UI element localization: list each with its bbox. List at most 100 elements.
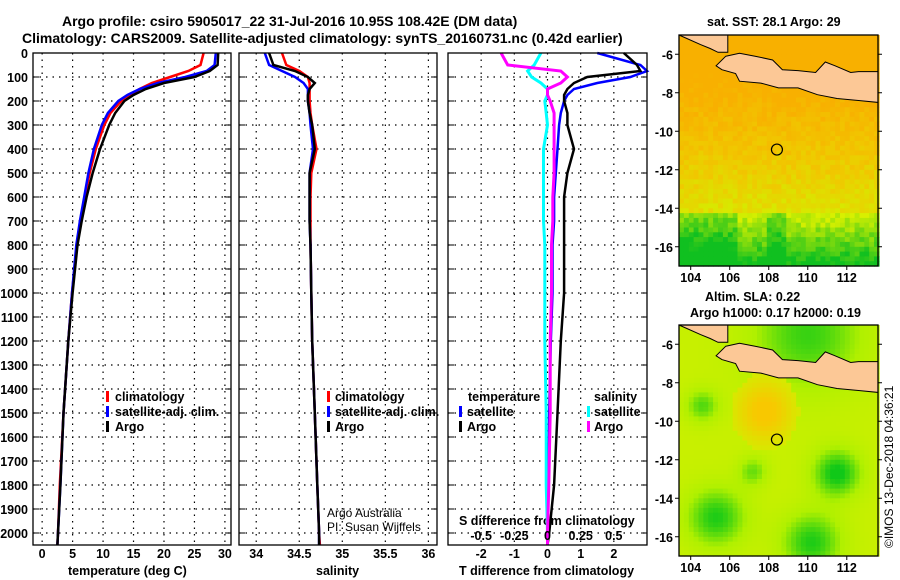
sst-map-cell [693,184,700,190]
sla-map-cell [805,488,812,494]
sla-map-cell [742,522,748,528]
sst-map-cell [874,116,880,123]
sst-map-cell [854,169,861,176]
sst-map-cell [869,227,875,233]
legend-swatch [587,406,590,417]
sla-map-cell [800,541,807,547]
sst-map-cell [800,208,807,214]
sla-map-title: Altim. SLA: 0.22 [705,290,800,304]
sla-map-cell [737,512,743,519]
sst-map-cell [786,179,792,185]
salinity-panel: 34 34.5 35 35.5 36 [238,52,438,561]
sla-map-cell [698,551,704,557]
sla-map-cell [766,512,773,519]
sst-map-cell [703,241,709,248]
sst-map-cell [805,97,812,103]
sla-map-cell [771,334,778,340]
sla-map-cell [820,421,826,427]
sst-map-cell [679,83,685,89]
sst-map-cell [693,222,700,229]
sst-map-cell [722,145,729,152]
sla-map-cell [747,334,753,340]
sla-map-cell [688,426,695,432]
sst-map-cell [732,160,739,166]
sst-map-cell [805,39,812,46]
sla-map-cell [766,527,773,533]
sla-map-cell [752,373,758,379]
sla-map-cell [761,382,768,389]
sst-map-cell [820,169,826,176]
sla-map-cell [742,459,748,466]
sst-map-cell [800,92,807,99]
sla-map-cell [830,421,836,427]
sla-map-cell [718,464,724,470]
sla-map-cell [781,325,787,331]
sst-map-cell [737,107,743,113]
sst-map-cell [737,112,743,118]
sst-map-cell [835,169,841,176]
sla-map-cell [854,546,861,552]
sla-map-cell [757,334,763,340]
sla-map-cell [679,503,685,509]
sst-map-cell [698,213,704,219]
sla-map-cell [844,469,851,475]
sst-map-cell [766,102,773,108]
sla-map-cell [752,329,758,336]
sla-map-cell [786,541,792,547]
sst-map-cell [830,39,836,46]
sla-map-cell [830,402,836,408]
sla-map-cell [854,445,861,451]
sla-map-cell [737,479,743,485]
sst-map-cell [874,155,880,161]
sla-map-cell [835,387,841,393]
sst-map-cell [849,145,856,152]
sla-map-cell [854,353,861,360]
sst-map-cell [703,164,709,171]
sla-map-cell [864,435,870,442]
sla-map-cell [840,445,846,451]
sla-map-cell [737,531,743,538]
sla-map-cell [805,483,812,490]
sst-map-cell [864,112,870,118]
sla-map-cell [747,503,753,509]
sst-map-cell [683,193,690,200]
sla-map-cell [698,512,704,519]
sst-map-cell [835,193,841,200]
sla-map-cell [874,531,880,538]
sla-map-cell [713,450,719,456]
sla-map-cell [854,349,861,355]
sst-map-cell [825,193,831,200]
sla-map-cell [869,541,875,547]
sst-map-cell [869,102,875,108]
sst-map-cell [708,87,714,94]
sla-map-cell [742,488,748,494]
sst-map-cell [693,217,700,224]
sst-map-cell [693,174,700,180]
sst-map-cell [859,251,865,257]
sla-map-cell [771,426,778,432]
sla-map-cell [757,416,763,422]
sst-map-cell [722,213,729,219]
sst-map-cell [776,208,782,214]
sla-map-cell [727,406,734,413]
sla-map-cell [708,339,714,345]
sla-map-cell [737,507,743,514]
sla-map-cell [732,459,739,466]
sla-map-cell [747,411,753,417]
sst-map-cell [786,145,792,152]
sla-map-cell [791,353,797,360]
sla-map-cell [830,411,836,417]
sla-map-cell [718,522,724,528]
sst-map-cell [698,169,704,176]
sla-map-cell [747,507,753,514]
sla-map-cell [747,435,753,442]
sst-map-cell [679,68,685,75]
sla-map-cell [796,531,802,538]
sla-map-cell [679,488,685,494]
sst-map-cell [830,145,836,152]
sst-map-cell [752,116,758,123]
sla-map-cell [727,527,734,533]
sla-map-cell [800,522,807,528]
sst-map-cell [849,246,856,253]
sla-map-cell [840,469,846,475]
